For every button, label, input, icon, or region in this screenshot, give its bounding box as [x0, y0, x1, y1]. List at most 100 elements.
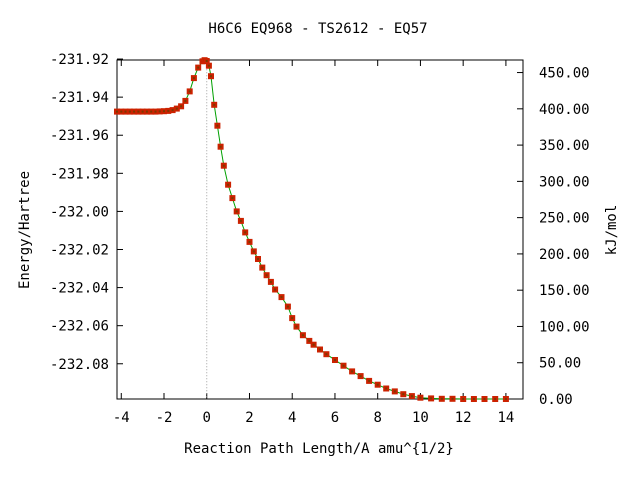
x-tick-label: 4: [288, 410, 296, 426]
data-point-center: [430, 397, 433, 400]
data-point-center: [150, 110, 153, 113]
x-tick-label: 10: [412, 410, 429, 426]
data-point-center: [180, 105, 183, 108]
x-tick-label: 6: [331, 410, 339, 426]
y-tick-label: -232.08: [50, 357, 109, 373]
y-tick-label: -232.02: [50, 242, 109, 258]
data-point-center: [175, 107, 178, 110]
data-point-center: [141, 110, 144, 113]
data-point-center: [235, 210, 238, 213]
data-point-center: [248, 240, 251, 243]
data-point-center: [205, 60, 208, 62]
data-point-center: [334, 359, 336, 361]
y-tick-label: -232.00: [50, 204, 109, 220]
data-point-center: [410, 395, 413, 398]
y2-tick-label: 0.00: [539, 392, 573, 408]
data-point-center: [359, 375, 362, 378]
data-point-center: [483, 398, 486, 400]
y-axis-label: Energy/Hartree: [17, 171, 33, 289]
y-tick-label: -231.96: [50, 128, 109, 144]
data-point-center: [265, 274, 268, 277]
data-point-center: [145, 110, 148, 113]
data-point-center: [207, 64, 210, 67]
x-tick-label: 12: [455, 410, 472, 426]
data-point-center: [128, 110, 131, 113]
x-tick-label: 8: [373, 410, 381, 426]
data-point-center: [393, 390, 396, 393]
chart-title: H6C6 EQ968 - TS2612 - EQ57: [208, 21, 427, 37]
data-point-center: [216, 124, 219, 127]
data-point-center: [368, 379, 371, 382]
data-point-center: [342, 364, 345, 367]
data-point-center: [419, 396, 422, 399]
x-axis-label: Reaction Path Length/A amu^{1/2}: [184, 441, 454, 457]
data-point-center: [219, 145, 222, 148]
y2-tick-label: 400.00: [539, 102, 590, 118]
data-point-center: [171, 109, 174, 112]
data-point-center: [188, 90, 191, 93]
data-point-center: [197, 66, 200, 69]
series-group: [114, 57, 509, 402]
data-point-center: [295, 325, 298, 328]
data-point-center: [213, 103, 216, 106]
x-tick-label: 2: [245, 410, 253, 426]
data-point-center: [402, 393, 405, 396]
x-tick-label: 14: [497, 410, 514, 426]
data-point-center: [280, 296, 283, 299]
data-point-center: [163, 110, 165, 113]
data-point-center: [261, 266, 264, 269]
data-point-center: [184, 99, 187, 102]
y2-tick-label: 50.00: [539, 356, 581, 372]
data-point-center: [440, 397, 443, 400]
data-point-center: [504, 398, 507, 400]
data-point-center: [158, 110, 161, 113]
x-tick-label: -4: [113, 410, 130, 426]
data-point-center: [227, 183, 230, 186]
data-point-center: [137, 110, 140, 113]
data-point-center: [319, 348, 321, 351]
data-point-center: [167, 109, 170, 112]
data-point-center: [325, 353, 328, 356]
data-point-center: [462, 398, 465, 400]
y2-tick-label: 100.00: [539, 319, 590, 335]
data-point-center: [269, 280, 272, 283]
y2-tick-label: 250.00: [539, 211, 590, 227]
data-point-center: [312, 343, 315, 346]
y2-tick-label: 200.00: [539, 247, 590, 263]
data-point-center: [494, 398, 497, 400]
data-point-center: [376, 383, 379, 386]
data-point-center: [252, 250, 255, 253]
y2-tick-label: 450.00: [539, 66, 590, 82]
x-tick-label: 0: [203, 410, 211, 426]
data-point-center: [210, 75, 212, 78]
data-point-center: [222, 164, 225, 167]
data-point-center: [291, 317, 294, 320]
data-point-center: [308, 339, 311, 342]
data-point-center: [385, 387, 388, 390]
data-point-center: [244, 231, 247, 234]
y-tick-label: -231.94: [50, 90, 109, 106]
y-tick-label: -231.98: [50, 166, 109, 182]
data-point-center: [120, 110, 123, 113]
y2-tick-label: 150.00: [539, 283, 590, 299]
plot-frame: [116, 59, 524, 400]
y-tick-label: -231.92: [50, 52, 109, 68]
data-point-center: [154, 110, 157, 113]
data-point-center: [274, 288, 277, 291]
data-point-center: [257, 258, 259, 260]
y2-tick-label: 300.00: [539, 174, 590, 190]
data-point-center: [124, 110, 127, 113]
data-point-center: [239, 219, 242, 222]
data-point-center: [451, 397, 454, 400]
y-tick-label: -232.04: [50, 281, 109, 297]
data-point-center: [192, 77, 195, 80]
y2-axis-label: kJ/mol: [604, 205, 620, 256]
x-tick-label: -2: [156, 410, 173, 426]
y-tick-label: -232.06: [50, 319, 109, 335]
data-point-center: [351, 370, 354, 373]
data-point-center: [116, 110, 118, 113]
data-point-center: [231, 197, 234, 200]
data-point-center: [286, 305, 289, 308]
y2-tick-label: 350.00: [539, 138, 590, 154]
